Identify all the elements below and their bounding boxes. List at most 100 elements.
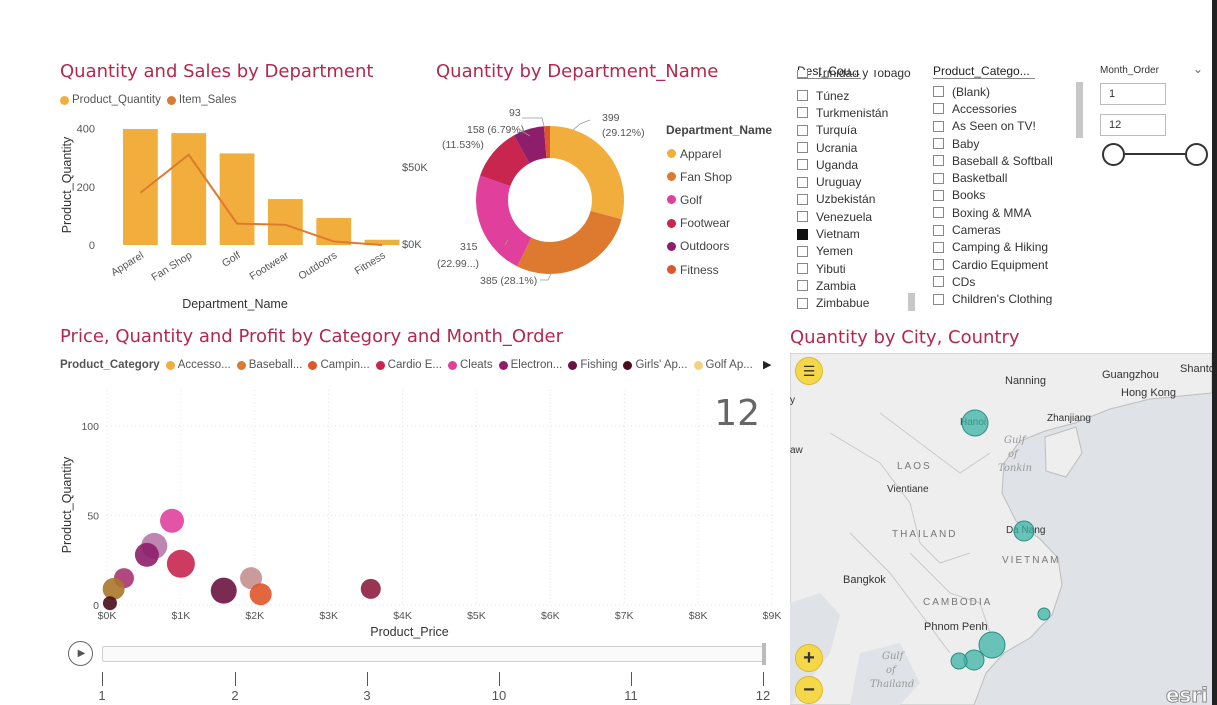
zoom-out-button[interactable]: −	[795, 676, 823, 704]
bar[interactable]	[219, 153, 255, 245]
legend-item[interactable]: Accesso...	[165, 359, 231, 371]
play-axis-handle[interactable]	[762, 643, 766, 665]
scatter-point[interactable]	[240, 567, 263, 590]
slicer-item[interactable]: Vietnam	[797, 225, 917, 242]
donut-slice[interactable]	[513, 126, 547, 164]
legend-next-icon[interactable]: ▶	[763, 359, 772, 371]
slicer-item[interactable]: Yibuti	[797, 260, 917, 277]
menu-icon[interactable]: ☰	[795, 357, 823, 385]
month-max-input[interactable]: 12	[1100, 114, 1166, 136]
slicer-item[interactable]: Camping & Hiking	[933, 239, 1073, 256]
slicer-item[interactable]: Baseball & Softball	[933, 152, 1073, 169]
checkbox[interactable]	[797, 297, 808, 309]
map-bubble[interactable]	[1037, 607, 1051, 621]
map-bubble[interactable]	[961, 409, 989, 437]
bar[interactable]	[123, 129, 158, 245]
checkbox[interactable]	[797, 263, 808, 275]
map-bubbles[interactable]	[790, 353, 1212, 705]
chart3-plot[interactable]: $0K $1K $2K $3K $4K $5K $6K $7K $8K $9K 100 50 0 12 Pr…	[55, 380, 790, 642]
chart2-donut[interactable]: 399 (29.12%) 385 (28.1%) 315 (22.99...) 158 (…	[430, 100, 660, 300]
chevron-down-icon[interactable]: ⌄	[1193, 62, 1204, 76]
bar[interactable]	[171, 133, 207, 245]
checkbox[interactable]	[797, 107, 808, 119]
play-axis-track[interactable]	[102, 646, 764, 662]
slicer-item[interactable]: Venezuela	[797, 208, 917, 225]
slicer-item[interactable]: (Blank)	[933, 83, 1073, 100]
scatter-point[interactable]	[102, 577, 125, 600]
chart1-plot[interactable]: 400 200 0 Apparel Fan Shop Golf Footwear Outdoo…	[55, 110, 400, 315]
checkbox[interactable]	[797, 70, 808, 79]
checkbox[interactable]	[933, 120, 944, 132]
checkbox[interactable]	[933, 86, 944, 98]
slicer-item[interactable]: As Seen on TV!	[933, 118, 1073, 135]
legend-item[interactable]: Footwear	[667, 212, 732, 235]
slicer-item[interactable]: Uruguay	[797, 173, 917, 190]
bar[interactable]	[268, 199, 303, 245]
scatter-point[interactable]	[360, 578, 381, 599]
slicer-item[interactable]: Cameras	[933, 221, 1073, 238]
zoom-in-button[interactable]: +	[795, 644, 823, 672]
checkbox[interactable]	[797, 176, 808, 188]
legend-item[interactable]: Fan Shop	[667, 165, 732, 188]
slicer-item[interactable]: Uganda	[797, 156, 917, 173]
donut-slice[interactable]	[543, 126, 550, 159]
slicer-item[interactable]: Turquía	[797, 122, 917, 139]
checkbox[interactable]	[933, 259, 944, 271]
slicer-item[interactable]: Ucrania	[797, 139, 917, 156]
legend-item[interactable]: Fitness	[667, 258, 732, 281]
slicer-item[interactable]: Yemen	[797, 243, 917, 260]
slicer-item[interactable]: Accessories	[933, 100, 1073, 117]
slicer-item[interactable]: Zimbabue	[797, 295, 917, 312]
slicer-item[interactable]: CDs	[933, 273, 1073, 290]
scatter-point[interactable]	[210, 577, 237, 604]
legend-item[interactable]: Apparel	[667, 142, 732, 165]
checkbox[interactable]	[797, 90, 808, 102]
scatter-point[interactable]	[166, 549, 195, 578]
map-bubble[interactable]	[950, 652, 968, 670]
legend-item[interactable]: Outdoors	[667, 235, 732, 258]
scatter-point[interactable]	[102, 596, 117, 611]
donut-slice[interactable]	[517, 210, 622, 274]
checkbox[interactable]	[933, 224, 944, 236]
map-bubble[interactable]	[1013, 520, 1035, 542]
month-min-input[interactable]: 1	[1100, 83, 1166, 105]
legend-item-item-sales[interactable]: Item_Sales	[166, 94, 236, 106]
map-canvas[interactable]: Nanning Guangzhou Shanto Hong Kong Zhanjiang…	[790, 353, 1212, 705]
slicer-item[interactable]: Túnez	[797, 87, 917, 104]
checkbox[interactable]	[797, 142, 808, 154]
checkbox[interactable]	[933, 189, 944, 201]
month-range-handle-max[interactable]	[1185, 143, 1208, 166]
checkbox[interactable]	[797, 211, 808, 223]
legend-item[interactable]: Fishing	[568, 359, 617, 371]
legend-item[interactable]: Electron...	[498, 359, 562, 371]
legend-item[interactable]: Cardio E...	[375, 359, 442, 371]
checkbox[interactable]	[797, 124, 808, 136]
checkbox[interactable]	[933, 276, 944, 288]
checkbox[interactable]	[933, 138, 944, 150]
legend-item[interactable]: Golf Ap...	[693, 359, 753, 371]
legend-item[interactable]: Cleats	[448, 359, 493, 371]
month-range-handle-min[interactable]	[1102, 143, 1125, 166]
play-button[interactable]: ▶	[68, 641, 93, 666]
slicer-item[interactable]: Children's Clothing	[933, 291, 1073, 305]
checkbox[interactable]	[933, 103, 944, 115]
slicer-item[interactable]: Turkmenistán	[797, 104, 917, 121]
slicer-item[interactable]: Books	[933, 187, 1073, 204]
checkbox[interactable]	[933, 241, 944, 253]
item-sales-line[interactable]	[139, 153, 383, 246]
slicer-item[interactable]: Baby	[933, 135, 1073, 152]
country-slicer-scrollbar[interactable]	[908, 293, 915, 311]
donut-slice[interactable]	[476, 175, 532, 267]
checkbox[interactable]	[797, 193, 808, 205]
map-bubble[interactable]	[978, 631, 1006, 659]
legend-item[interactable]: Baseball...	[236, 359, 302, 371]
scatter-point[interactable]	[160, 508, 185, 533]
legend-item[interactable]: Golf	[667, 188, 732, 211]
legend-item-product-quantity[interactable]: Product_Quantity	[60, 94, 161, 106]
legend-item[interactable]: Campin...	[308, 359, 370, 371]
checkbox[interactable]	[933, 155, 944, 167]
checkbox[interactable]	[933, 293, 944, 305]
donut-slice[interactable]	[480, 135, 530, 187]
scatter-point[interactable]	[134, 542, 159, 567]
checkbox[interactable]	[797, 245, 808, 257]
